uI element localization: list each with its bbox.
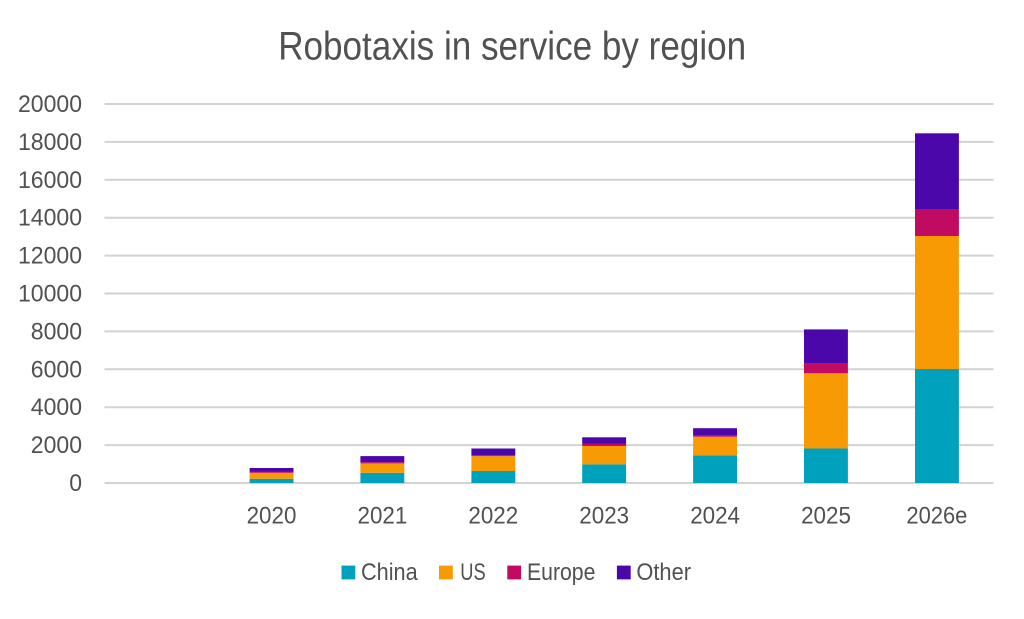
svg-text:0: 0: [69, 470, 82, 497]
svg-text:10000: 10000: [18, 281, 82, 308]
svg-text:2025: 2025: [801, 503, 851, 530]
svg-text:18000: 18000: [18, 129, 82, 156]
svg-text:Robotaxis in service by region: Robotaxis in service by region: [278, 25, 746, 69]
svg-text:14000: 14000: [18, 205, 82, 232]
svg-text:2024: 2024: [690, 503, 740, 530]
svg-text:Europe: Europe: [527, 559, 595, 586]
svg-text:2023: 2023: [579, 503, 629, 530]
svg-text:2020: 2020: [247, 503, 297, 530]
svg-text:2021: 2021: [358, 503, 408, 530]
svg-text:China: China: [361, 559, 418, 586]
svg-text:Other: Other: [636, 559, 691, 586]
svg-text:US: US: [460, 559, 485, 586]
svg-text:12000: 12000: [18, 243, 82, 270]
svg-text:8000: 8000: [31, 318, 82, 345]
svg-text:2026e: 2026e: [906, 503, 967, 530]
svg-text:20000: 20000: [18, 91, 82, 118]
svg-text:6000: 6000: [31, 356, 82, 383]
svg-text:16000: 16000: [18, 167, 82, 194]
svg-text:2022: 2022: [468, 503, 518, 530]
svg-text:4000: 4000: [31, 394, 82, 421]
svg-text:2000: 2000: [31, 432, 82, 459]
